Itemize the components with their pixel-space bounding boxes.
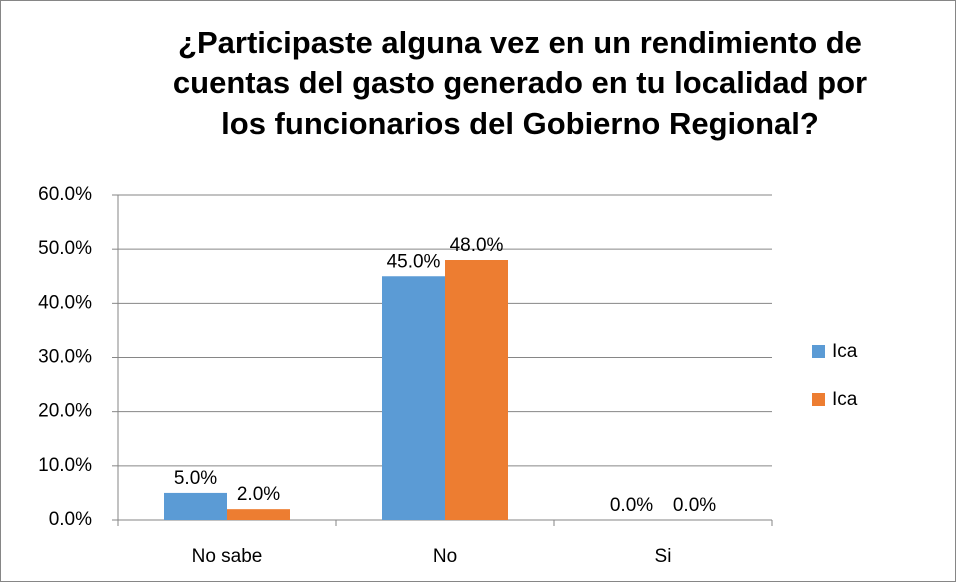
bar bbox=[164, 492, 227, 520]
y-tick-label: 40.0% bbox=[38, 292, 92, 313]
y-tick-label: 10.0% bbox=[38, 455, 92, 476]
bar bbox=[382, 276, 445, 520]
y-tick-label: 0.0% bbox=[49, 509, 92, 530]
chart-title: ¿Participaste alguna vez en un rendimien… bbox=[178, 25, 862, 60]
bar bbox=[227, 509, 290, 520]
legend-label: Ica bbox=[832, 341, 858, 362]
chart-title: los funcionarios del Gobierno Regional? bbox=[221, 106, 819, 141]
legend-swatch bbox=[812, 345, 825, 358]
value-label: 0.0% bbox=[610, 495, 653, 516]
value-label: 2.0% bbox=[237, 484, 280, 505]
y-tick-label: 30.0% bbox=[38, 347, 92, 368]
y-tick-label: 60.0% bbox=[38, 184, 92, 205]
x-tick-label: No sabe bbox=[192, 546, 263, 567]
value-label: 48.0% bbox=[450, 235, 504, 256]
bar bbox=[445, 260, 508, 520]
legend-label: Ica bbox=[832, 389, 858, 410]
value-label: 5.0% bbox=[174, 468, 217, 489]
value-label: 0.0% bbox=[673, 495, 716, 516]
value-label: 45.0% bbox=[387, 251, 441, 272]
y-tick-label: 50.0% bbox=[38, 238, 92, 259]
x-tick-label: No bbox=[433, 546, 457, 567]
y-tick-label: 20.0% bbox=[38, 401, 92, 422]
legend-swatch bbox=[812, 393, 825, 406]
x-tick-label: Si bbox=[655, 546, 672, 567]
chart-title: cuentas del gasto generado en tu localid… bbox=[173, 65, 867, 100]
